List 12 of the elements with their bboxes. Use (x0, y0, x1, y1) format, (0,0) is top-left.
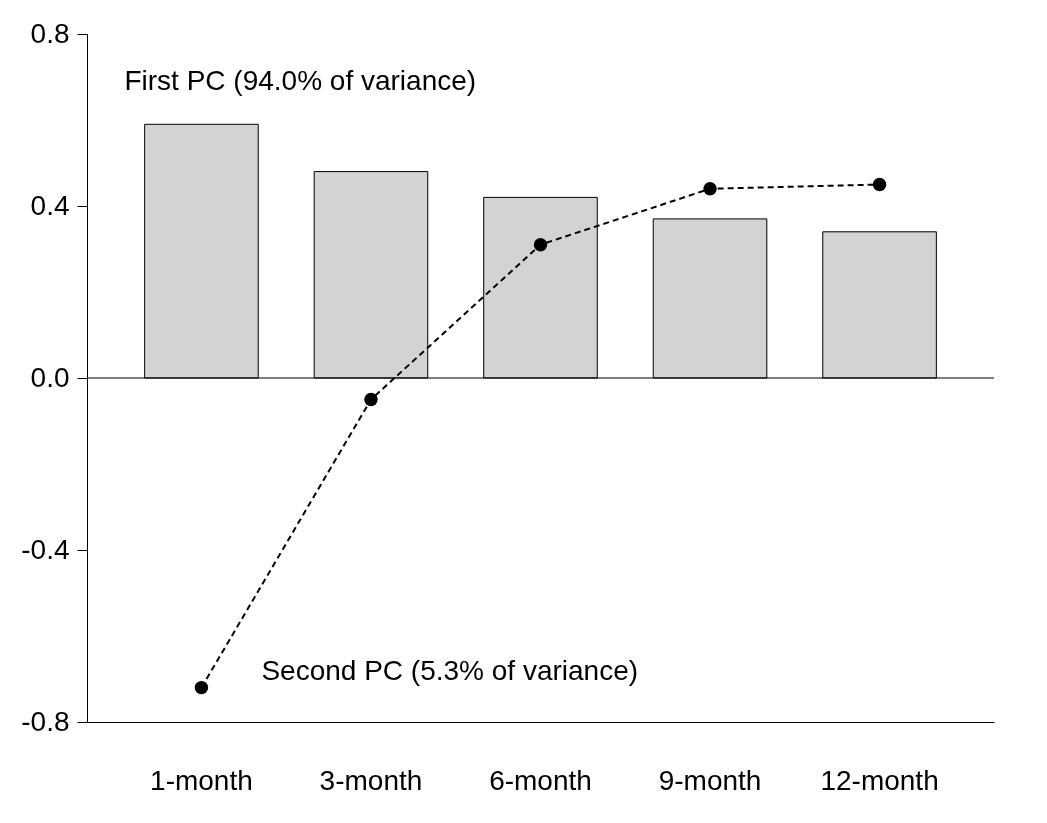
x-tick-label: 1-month (150, 764, 253, 796)
x-tick-label: 12-month (820, 764, 939, 796)
x-tick-label: 9-month (658, 764, 762, 796)
x-tick-label: 3-month (319, 764, 423, 796)
series-label: First PC (94.0% of variance) (124, 65, 477, 97)
series-label: Second PC (5.3% of variance) (261, 654, 639, 686)
y-tick-label: -0.4 (21, 533, 70, 565)
x-tick-label: 6-month (489, 764, 592, 796)
y-tick-label: -0.8 (21, 705, 70, 737)
y-tick-label: 0.4 (30, 189, 70, 221)
y-tick-label: 0.8 (30, 17, 70, 49)
y-tick-label: 0.0 (30, 361, 70, 393)
